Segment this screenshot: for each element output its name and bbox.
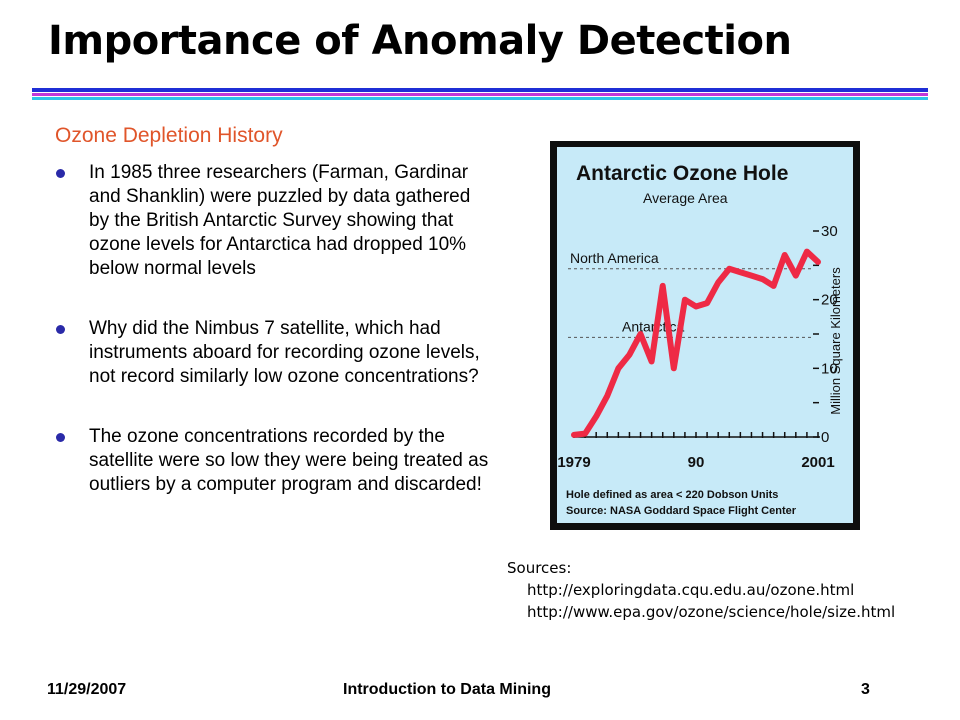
sources-block: Sources: http://exploringdata.cqu.edu.au… xyxy=(507,557,895,623)
reference-line-label: North America xyxy=(570,250,659,266)
bullet-item: In 1985 three researchers (Farman, Gardi… xyxy=(55,161,495,281)
y-axis: 30 20 10 0 xyxy=(813,223,838,446)
y-tick-label: 20 xyxy=(821,292,838,309)
section-subtitle: Ozone Depletion History xyxy=(55,124,283,147)
chart-subtitle: Average Area xyxy=(643,190,728,206)
footer-page-number: 3 xyxy=(861,681,870,698)
chart-footnote-definition: Hole defined as area < 220 Dobson Units xyxy=(566,489,778,501)
ozone-hole-chart: Antarctic Ozone Hole Average Area North … xyxy=(550,141,860,530)
x-tick-label: 90 xyxy=(688,454,705,471)
y-tick-label: 10 xyxy=(821,360,838,377)
bullet-item: Why did the Nimbus 7 satellite, which ha… xyxy=(55,317,495,389)
x-tick-label: 2001 xyxy=(801,454,834,471)
chart-background xyxy=(557,147,853,523)
y-axis-label: Million Square Kilometers xyxy=(828,267,843,415)
bullet-text: The ozone concentrations recorded by the… xyxy=(89,426,489,495)
bullet-text: In 1985 three researchers (Farman, Gardi… xyxy=(89,162,471,279)
source-link[interactable]: http://exploringdata.cqu.edu.au/ozone.ht… xyxy=(527,581,855,599)
footer-course: Introduction to Data Mining xyxy=(343,681,551,698)
divider-cyan xyxy=(32,97,928,100)
page-title: Importance of Anomaly Detection xyxy=(48,18,792,64)
bullet-item: The ozone concentrations recorded by the… xyxy=(55,425,495,497)
chart-footnote-source: Source: NASA Goddard Space Flight Center xyxy=(566,505,797,517)
divider-magenta xyxy=(32,93,928,96)
bullet-icon xyxy=(56,169,65,178)
x-tick-label: 1979 xyxy=(557,454,590,471)
ozone-area-series-line xyxy=(571,248,821,438)
sources-label: Sources: xyxy=(507,559,572,577)
chart-title: Antarctic Ozone Hole xyxy=(576,162,788,185)
bullet-list: In 1985 three researchers (Farman, Gardi… xyxy=(55,161,495,533)
bullet-text: Why did the Nimbus 7 satellite, which ha… xyxy=(89,318,480,387)
y-tick-label: 30 xyxy=(821,223,838,240)
bullet-icon xyxy=(56,325,65,334)
y-tick-label: 0 xyxy=(821,429,829,446)
divider-blue xyxy=(32,88,928,92)
source-link[interactable]: http://www.epa.gov/ozone/science/hole/si… xyxy=(527,603,896,621)
footer-date: 11/29/2007 xyxy=(47,681,127,698)
bullet-icon xyxy=(56,433,65,442)
